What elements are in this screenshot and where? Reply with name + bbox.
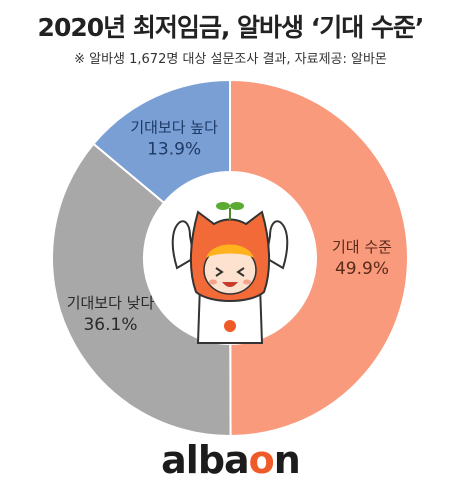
albamon-logo: albaon bbox=[161, 438, 301, 482]
slice-value-2: 13.9% bbox=[147, 139, 201, 159]
slice-value-0: 49.9% bbox=[335, 259, 389, 279]
slice-value-1: 36.1% bbox=[83, 315, 137, 335]
mascot-illustration bbox=[171, 202, 289, 344]
slice-1 bbox=[51, 142, 232, 437]
slice-label-2: 기대보다 높다 bbox=[130, 118, 218, 136]
chart-subtitle: ※ 알바생 1,672명 대상 설문조사 결과, 자료제공: 알바몬 bbox=[74, 52, 387, 67]
slice-label-1: 기대보다 낮다 bbox=[67, 294, 155, 312]
slice-2 bbox=[92, 78, 231, 205]
chart-title: 2020년 최저임금, 알바생 ‘기대 수준’ bbox=[37, 13, 425, 42]
slice-label-0: 기대 수준 bbox=[332, 238, 392, 256]
slice-0 bbox=[229, 78, 409, 438]
